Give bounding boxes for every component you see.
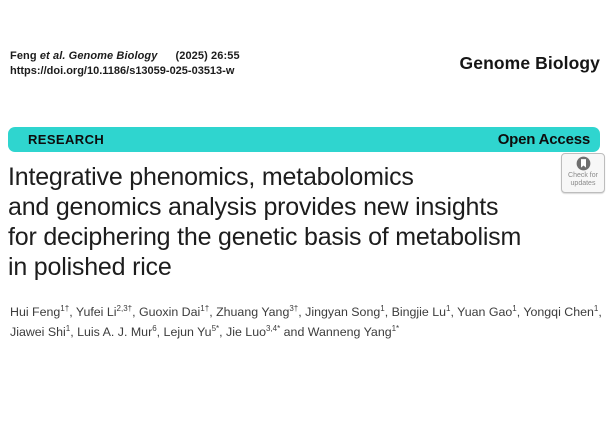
crossmark-bookmark-icon <box>576 156 590 171</box>
author: Lejun Yu5*, <box>163 324 227 340</box>
author: Bingjie Lu1, <box>391 304 458 320</box>
paper-title: Integrative phenomics, metabolomics and … <box>8 162 583 282</box>
author: Guoxin Dai1†, <box>138 304 217 320</box>
article-type-label: RESEARCH <box>28 132 105 147</box>
author: Luis A. J. Mur6, <box>77 324 164 340</box>
title-line-1: Integrative phenomics, metabolomics <box>8 163 414 191</box>
title-line-3: for deciphering the genetic basis of met… <box>8 223 522 251</box>
author: Zhuang Yang3†, <box>216 304 306 320</box>
citation-journal: et al. Genome Biology <box>39 50 158 62</box>
title-line-4: in polished rice <box>8 253 172 281</box>
author: Jiawei Shi1, <box>10 324 78 340</box>
author: Jingyan Song1, <box>305 304 392 320</box>
journal-name: Genome Biology <box>459 53 600 73</box>
author: Wanneng Yang1* <box>307 324 400 340</box>
open-access-label: Open Access <box>497 131 590 148</box>
article-type-banner: RESEARCH Open Access <box>8 127 600 152</box>
doi-link[interactable]: https://doi.org/10.1186/s13059-025-03513… <box>10 65 235 77</box>
author: Hui Feng1†, <box>10 304 76 320</box>
author: Jie Luo3,4* and <box>226 324 308 340</box>
title-line-2: and genomics analysis provides new insig… <box>8 193 499 221</box>
author-list: Hui Feng1†, Yufei Li2,3†, Guoxin Dai1†, … <box>10 302 614 342</box>
citation-line: Feng et al. Genome Biology (2025) 26:55 <box>10 49 240 64</box>
check-for-updates-badge[interactable]: Check for updates <box>561 153 605 193</box>
author: Yufei Li2,3†, <box>75 304 139 320</box>
author: Yongqi Chen1, <box>523 304 602 320</box>
citation-author: Feng <box>10 50 40 62</box>
citation-volume: (2025) 26:55 <box>175 50 240 62</box>
check-for-updates-label: Check for updates <box>568 172 598 187</box>
author: Yuan Gao1, <box>457 304 524 320</box>
